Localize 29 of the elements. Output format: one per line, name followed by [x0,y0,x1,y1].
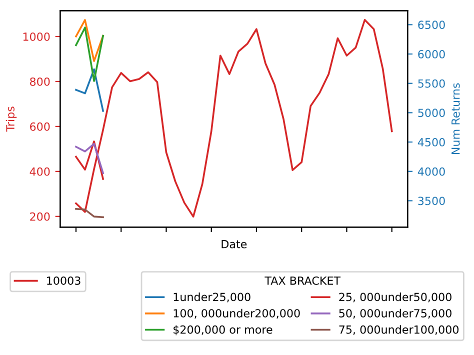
y2-tick-label: 3500 [418,196,445,206]
y-tick-label: 200 [30,212,50,221]
y2-tick-label: 5500 [418,79,445,88]
x-axis-title: Date [222,240,247,248]
line-series [75,18,393,218]
y-axis-title: Trips [6,106,17,132]
legend-label: 1under25,000 [174,292,250,302]
y2-tick-label: 6000 [418,50,445,58]
line-series [75,68,104,112]
legend-label: 75, 000under100,000 [339,325,459,335]
y2-tick-label: 4000 [418,167,445,176]
legend-label: 50, 000under75,000 [339,308,452,319]
legend-label: 100, 000under200,000 [174,308,300,319]
legend-title: TAX BRACKET [264,276,341,285]
line-series [75,208,104,218]
y-tick-label: 800 [30,77,50,86]
y2-tick-label: 5000 [418,108,445,118]
line-series [75,19,104,62]
y2-tick-label: 4500 [418,138,445,146]
y2-tick-label: 6500 [418,20,445,30]
line-series [75,142,104,174]
line-series [75,26,104,82]
legend-label: 25, 000under50,000 [339,292,452,302]
y-tick-label: 400 [30,167,50,176]
legend-label: 10003 [47,276,80,285]
y-tick-label: 600 [30,122,50,131]
y-tick-label: 1000 [23,32,50,41]
legend-label: $200,000 or more [174,325,272,336]
y2-axis-title: Num Returns [452,83,460,154]
